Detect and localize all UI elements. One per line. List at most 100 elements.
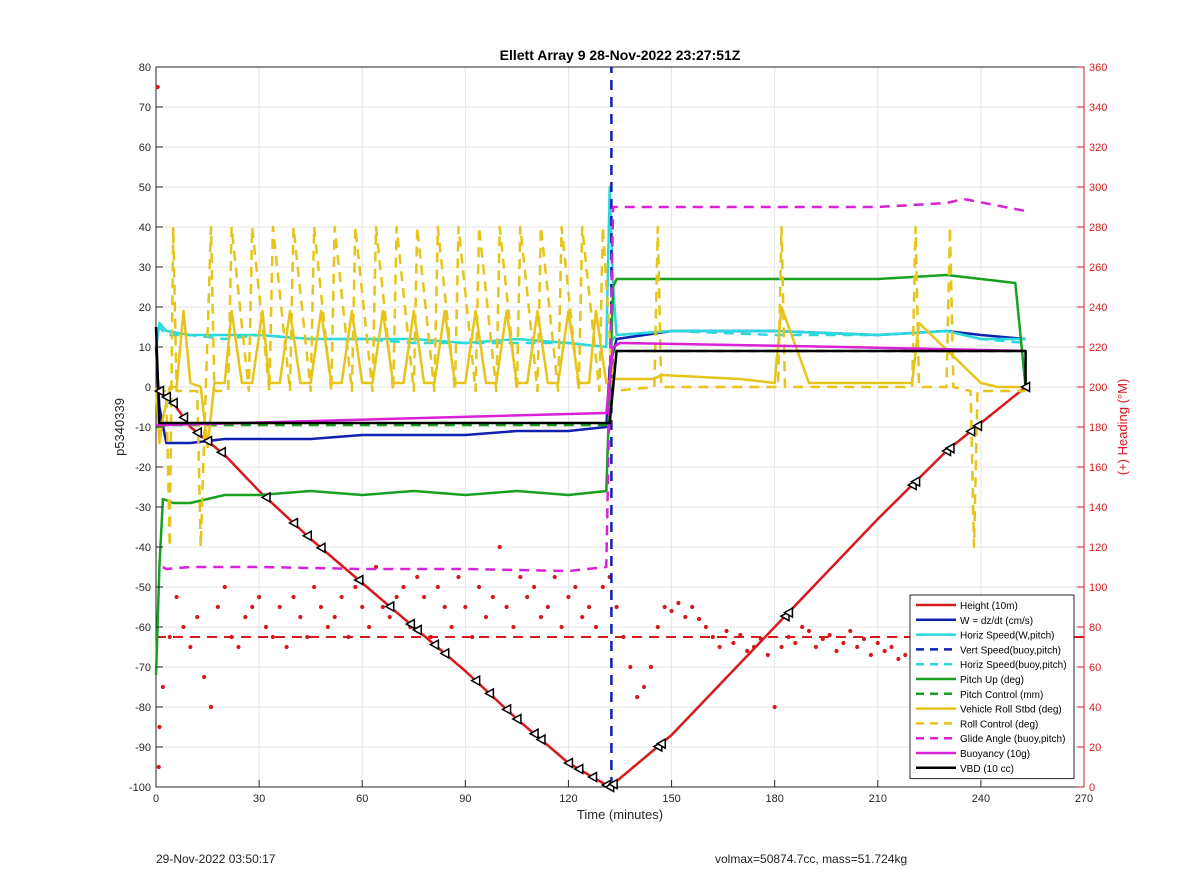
y-tick-label: -70 — [135, 662, 151, 674]
x-tick-label: 240 — [972, 793, 990, 805]
heading-point — [394, 594, 399, 600]
height-marker — [562, 757, 574, 769]
heading-point — [202, 674, 207, 680]
heading-point — [793, 640, 798, 646]
heading-point — [415, 574, 420, 580]
heading-point — [676, 600, 681, 606]
heading-point — [318, 604, 324, 610]
legend-label: Horiz Speed(buoy,pitch) — [960, 660, 1067, 671]
heading-point — [593, 624, 599, 630]
heading-point — [236, 644, 241, 650]
y2-tick-label: 320 — [1089, 142, 1107, 154]
y2-tick-label: 200 — [1089, 382, 1107, 394]
height-marker — [177, 411, 189, 424]
legend: Height (10m) W = dz/dt (cm/s) Horiz Speed(… — [909, 594, 1075, 780]
heading-point — [215, 604, 220, 610]
y2-tick-label: 340 — [1089, 102, 1107, 114]
heading-point — [518, 574, 523, 580]
y2-tick-label: 100 — [1089, 582, 1107, 594]
height-marker — [167, 397, 178, 409]
legend-label: Buoyancy (10g) — [960, 749, 1030, 760]
heading-point — [552, 574, 557, 580]
heading-point — [531, 584, 537, 590]
y2-tick-label: 40 — [1089, 702, 1101, 714]
heading-point — [655, 624, 660, 630]
x-tick-label: 150 — [662, 793, 680, 805]
height-marker — [965, 425, 976, 438]
x-axis-label: Time (minutes) — [577, 807, 663, 822]
heading-point — [875, 640, 880, 646]
height-marker — [353, 574, 364, 586]
heading-point — [483, 614, 489, 620]
y2-tick-label: 140 — [1089, 502, 1107, 514]
heading-point — [435, 584, 440, 590]
heading-point — [160, 684, 165, 690]
heading-point — [155, 84, 160, 90]
y2-tick-label: 120 — [1089, 542, 1107, 554]
heading-point — [157, 724, 162, 730]
heading-point — [662, 604, 667, 610]
height-marker — [439, 647, 450, 660]
heading-point — [669, 608, 674, 614]
heading-point — [889, 644, 894, 650]
y-tick-label: 40 — [139, 222, 151, 234]
x-tick-label: 270 — [1075, 793, 1093, 805]
x-tick-label: 120 — [559, 793, 577, 805]
height-marker — [573, 763, 584, 775]
heading-point — [442, 604, 447, 610]
y2-tick-label: 260 — [1089, 262, 1107, 274]
heading-point — [772, 704, 777, 710]
heading-point — [545, 604, 550, 610]
heading-point — [511, 624, 516, 630]
heading-point — [222, 584, 227, 590]
x-tick-label: 0 — [153, 793, 159, 805]
axes-ticks: 0 30 60 90 120 150 180 210 240 270-100-90-80-70-6… — [129, 62, 1107, 805]
series-line-vehicle-roll-stbd-deg- — [154, 305, 1026, 449]
legend-label: Horiz Speed(W,pitch) — [960, 631, 1054, 642]
y2-tick-label: 160 — [1089, 462, 1107, 474]
y-tick-label: -20 — [135, 462, 151, 474]
heading-point — [167, 634, 172, 640]
heading-point — [800, 624, 805, 630]
legend-box — [909, 594, 1075, 780]
height-marker — [287, 517, 299, 529]
heading-point — [366, 624, 372, 630]
y-tick-label: 70 — [139, 102, 151, 114]
y-tick-label: -30 — [135, 502, 151, 514]
heading-point — [277, 604, 282, 610]
height-marker — [428, 638, 440, 651]
height-marker — [215, 446, 227, 458]
heading-point — [332, 614, 337, 620]
heading-point — [896, 656, 901, 662]
heading-point — [566, 594, 571, 600]
heading-point — [195, 614, 200, 620]
y2-tick-label: 220 — [1089, 342, 1107, 354]
heading-point — [628, 664, 633, 670]
footer-stats: volmax=50874.7cc, mass=51.724kg — [715, 852, 908, 866]
height-marker — [470, 674, 481, 687]
heading-point — [325, 624, 330, 630]
height-marker — [384, 600, 395, 613]
height-marker — [501, 703, 512, 716]
x-tick-label: 180 — [765, 793, 783, 805]
heading-point — [291, 594, 296, 600]
height-marker — [511, 713, 522, 725]
height-marker — [782, 606, 794, 619]
y-tick-label: -60 — [135, 622, 151, 634]
height-marker — [535, 733, 546, 746]
legend-label: W = dz/dt (cm/s) — [960, 616, 1033, 627]
y-tick-label: 60 — [139, 142, 151, 154]
heading-point — [305, 634, 310, 640]
heading-point — [696, 616, 702, 622]
height-marker — [260, 491, 271, 504]
heading-point — [813, 644, 819, 650]
y2-tick-label: 60 — [1089, 662, 1101, 674]
height-marker — [202, 435, 213, 447]
height-marker — [160, 391, 172, 403]
y-tick-label: 80 — [139, 62, 151, 74]
y-tick-label: 30 — [139, 262, 151, 274]
legend-label: Pitch Control (mm) — [960, 690, 1043, 701]
height-marker — [971, 420, 983, 432]
heading-point — [834, 648, 839, 654]
height-marker — [404, 618, 416, 630]
